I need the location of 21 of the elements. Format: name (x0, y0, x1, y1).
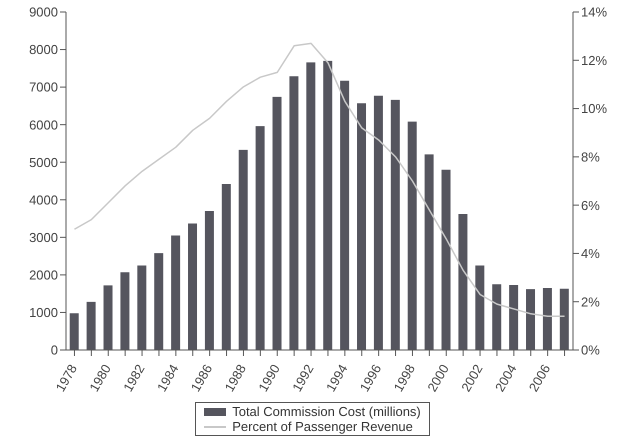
y-tick-label: 4000 (29, 192, 58, 208)
y-tick-label: 1000 (29, 305, 58, 320)
y-tick-label: 7000 (29, 80, 58, 95)
y2-tick-label: 2% (581, 294, 600, 310)
y-tick-label: 9000 (29, 4, 58, 20)
y2-tick-label: 8% (581, 149, 600, 164)
legend-label: Percent of Passenger Revenue (232, 419, 413, 434)
y2-tick-label: 12% (581, 52, 608, 68)
legend-label: Total Commission Cost (millions) (232, 404, 421, 419)
line-series (74, 42, 566, 317)
y-tick-label: 3000 (29, 230, 58, 245)
y-tick-label: 8000 (29, 42, 58, 58)
y-tick-label: 5000 (29, 154, 58, 170)
y2-tick-label: 14% (581, 4, 608, 20)
y-tick-label: 0 (50, 342, 58, 358)
y2-tick-label: 6% (581, 198, 600, 213)
y-tick-label: 2000 (29, 268, 58, 283)
y2-tick-label: 4% (581, 246, 600, 262)
y2-tick-label: 10% (581, 101, 608, 116)
y2-tick-label: 0% (581, 342, 600, 358)
y-tick-label: 6000 (29, 117, 58, 132)
